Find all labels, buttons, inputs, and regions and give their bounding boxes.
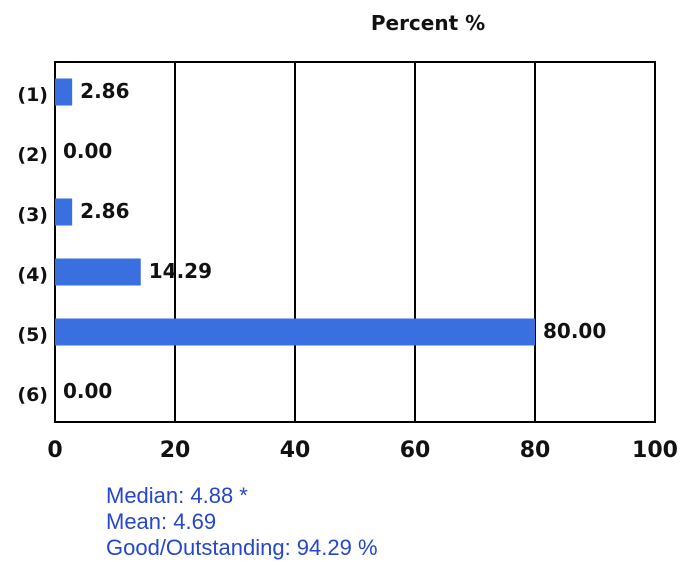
plot-frame	[54, 61, 656, 423]
bar-value-label: 14.29	[149, 259, 212, 283]
bar-chart: Percent % 2.86 0.00 2.86 14.29 80.00 0.00 (1)…	[17, 11, 678, 463]
mean-text: Mean: 4.69	[106, 509, 217, 534]
category-label: (3)	[17, 204, 48, 226]
x-tick-label: 60	[400, 438, 431, 463]
bar-value-label: 0.00	[63, 139, 112, 163]
bar-value-label: 2.86	[80, 79, 129, 103]
summary-stats: Median: 4.88 * Mean: 4.69 Good/Outstandi…	[106, 483, 378, 561]
bars-group: 2.86 0.00 2.86 14.29 80.00 0.00	[55, 78, 606, 403]
x-tick-label: 80	[520, 438, 551, 463]
bar	[55, 198, 73, 226]
bar-value-label: 2.86	[80, 199, 129, 223]
bar-value-label: 0.00	[63, 379, 112, 403]
x-tick-label: 0	[47, 438, 62, 463]
bar	[55, 318, 535, 346]
x-tick-label: 20	[160, 438, 191, 463]
bar	[55, 258, 141, 286]
gridlines	[54, 62, 656, 422]
category-label: (4)	[17, 264, 48, 286]
category-label: (2)	[17, 144, 48, 166]
category-label: (6)	[17, 384, 48, 406]
median-text: Median: 4.88 *	[106, 483, 248, 508]
good-outstanding-text: Good/Outstanding: 94.29 %	[106, 535, 378, 560]
bar-value-label: 80.00	[543, 319, 606, 343]
category-labels: (1) (2) (3) (4) (5) (6)	[17, 84, 48, 406]
x-tick-label: 40	[280, 438, 311, 463]
category-label: (5)	[17, 324, 48, 346]
x-tick-labels: 0 20 40 60 80 100	[47, 438, 678, 463]
bar	[55, 78, 73, 106]
category-label: (1)	[17, 84, 48, 106]
x-tick-label: 100	[632, 438, 678, 463]
chart-title: Percent %	[371, 11, 485, 35]
